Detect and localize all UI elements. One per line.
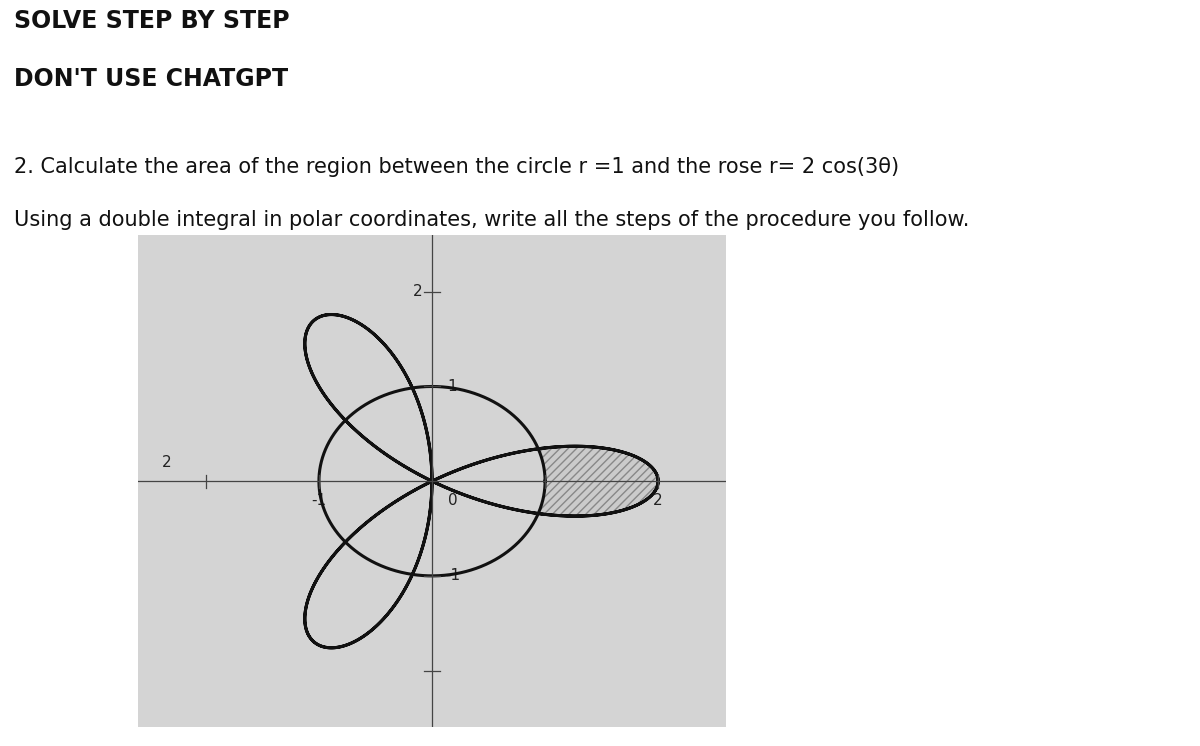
Polygon shape bbox=[539, 446, 658, 516]
Text: 2: 2 bbox=[162, 455, 172, 470]
Text: SOLVE STEP BY STEP: SOLVE STEP BY STEP bbox=[14, 9, 290, 33]
Text: 2: 2 bbox=[413, 284, 422, 299]
Text: -1: -1 bbox=[445, 568, 460, 583]
Text: 0: 0 bbox=[448, 492, 457, 507]
Text: Using a double integral in polar coordinates, write all the steps of the procedu: Using a double integral in polar coordin… bbox=[14, 210, 970, 231]
Text: DON'T USE CHATGPT: DON'T USE CHATGPT bbox=[14, 67, 288, 91]
Text: -1: -1 bbox=[311, 492, 326, 507]
Text: 2: 2 bbox=[653, 492, 662, 507]
Text: 1: 1 bbox=[448, 379, 457, 394]
Text: 2. Calculate the area of the region between the circle r =1 and the rose r= 2 co: 2. Calculate the area of the region betw… bbox=[14, 157, 900, 177]
